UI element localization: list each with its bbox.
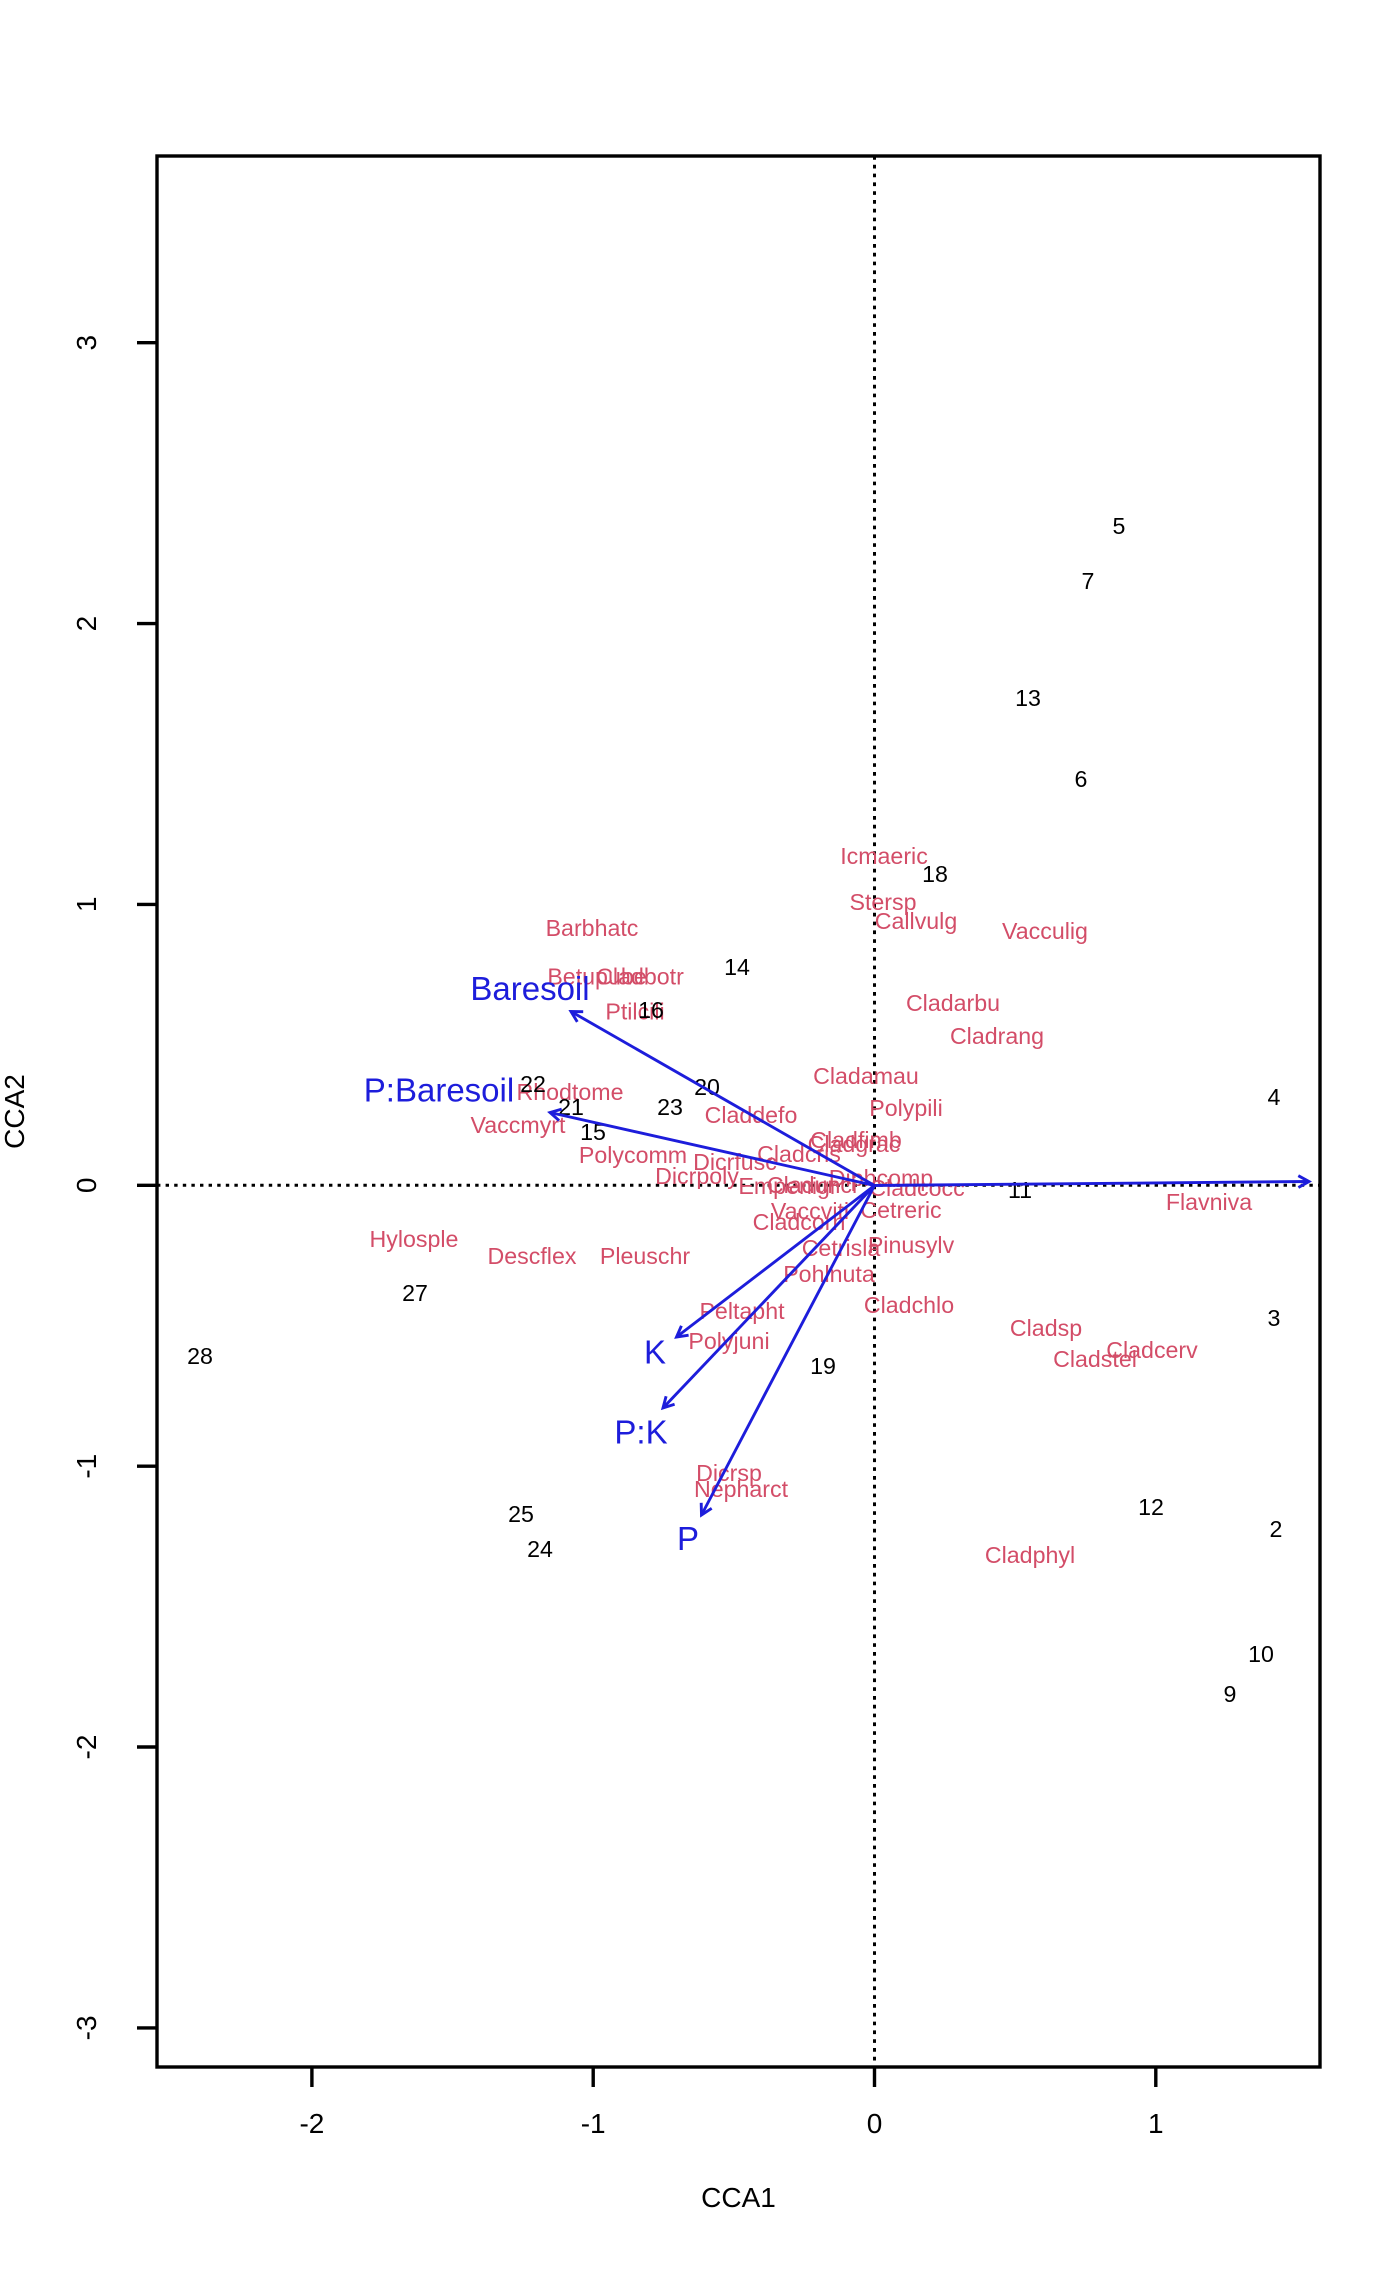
svg-text:7: 7: [1082, 568, 1095, 594]
svg-text:0: 0: [867, 2108, 883, 2139]
svg-text:Pleuschr: Pleuschr: [600, 1243, 690, 1269]
svg-text:P: P: [677, 1520, 699, 1557]
svg-text:Cladcocc: Cladcocc: [869, 1175, 964, 1201]
svg-text:5: 5: [1113, 513, 1126, 539]
svg-text:24: 24: [527, 1536, 553, 1562]
svg-text:22: 22: [520, 1071, 546, 1097]
svg-text:Polyjuni: Polyjuni: [688, 1328, 769, 1354]
svg-text:P:K: P:K: [614, 1414, 667, 1451]
svg-text:Dicrpoly: Dicrpoly: [655, 1163, 739, 1189]
svg-text:18: 18: [922, 861, 948, 887]
svg-text:Cladgrac: Cladgrac: [808, 1131, 901, 1157]
svg-text:10: 10: [1248, 1641, 1274, 1667]
svg-text:2: 2: [71, 616, 102, 632]
svg-text:Nepharct: Nepharct: [694, 1476, 789, 1502]
svg-text:1: 1: [71, 897, 102, 913]
svg-text:4: 4: [1268, 1084, 1281, 1110]
svg-text:3: 3: [1268, 1305, 1281, 1331]
svg-text:P:Baresoil: P:Baresoil: [364, 1072, 514, 1109]
svg-text:-2: -2: [299, 2108, 324, 2139]
svg-text:-1: -1: [71, 1454, 102, 1479]
svg-text:Peltapht: Peltapht: [699, 1298, 785, 1324]
svg-text:Descflex: Descflex: [488, 1243, 577, 1269]
svg-text:Vacculig: Vacculig: [1002, 918, 1088, 944]
svg-text:Rhodtome: Rhodtome: [517, 1079, 624, 1105]
svg-text:0: 0: [71, 1178, 102, 1194]
svg-text:Ptilcili: Ptilcili: [605, 999, 664, 1025]
svg-text:6: 6: [1075, 766, 1088, 792]
svg-text:Cladrang: Cladrang: [950, 1023, 1044, 1049]
svg-text:Cladbotr: Cladbotr: [596, 964, 684, 990]
svg-text:14: 14: [724, 954, 750, 980]
svg-text:-2: -2: [71, 1735, 102, 1760]
svg-text:Cetreric: Cetreric: [860, 1197, 941, 1223]
svg-text:Cladchlo: Cladchlo: [864, 1292, 954, 1318]
svg-text:Cladstel: Cladstel: [1053, 1346, 1137, 1372]
svg-text:Flavniva: Flavniva: [1166, 1189, 1252, 1215]
svg-text:Vaccmyrt: Vaccmyrt: [471, 1112, 566, 1138]
svg-text:CCA2: CCA2: [0, 1074, 30, 1149]
svg-text:Polycomm: Polycomm: [579, 1142, 687, 1168]
svg-text:19: 19: [810, 1353, 836, 1379]
svg-text:K: K: [644, 1334, 666, 1371]
svg-text:Callvulg: Callvulg: [875, 908, 957, 934]
svg-text:Vaccviti: Vaccviti: [771, 1198, 849, 1224]
svg-text:16: 16: [638, 997, 664, 1023]
svg-text:-1: -1: [581, 2108, 606, 2139]
svg-text:25: 25: [508, 1501, 534, 1527]
svg-text:-3: -3: [71, 2015, 102, 2040]
svg-text:1: 1: [1148, 2108, 1164, 2139]
svg-text:Betupube: Betupube: [547, 964, 646, 990]
svg-text:2: 2: [1270, 1516, 1283, 1542]
svg-text:Cladunci: Cladunci: [767, 1172, 857, 1198]
svg-text:Cladphyl: Cladphyl: [985, 1542, 1075, 1568]
svg-text:CCA1: CCA1: [701, 2182, 776, 2213]
svg-text:27: 27: [402, 1280, 428, 1306]
svg-text:Pinusylv: Pinusylv: [868, 1232, 955, 1258]
svg-text:Barbhatc: Barbhatc: [546, 915, 639, 941]
svg-text:Cladarbu: Cladarbu: [906, 990, 1000, 1016]
svg-text:11: 11: [1008, 1177, 1032, 1203]
svg-text:Cladfimb: Cladfimb: [810, 1127, 902, 1153]
svg-text:Icmaeric: Icmaeric: [840, 843, 928, 869]
svg-text:Cladcerv: Cladcerv: [1106, 1337, 1198, 1363]
svg-text:3: 3: [71, 335, 102, 351]
svg-text:Cladsp: Cladsp: [1010, 1315, 1082, 1341]
svg-text:9: 9: [1224, 1681, 1237, 1707]
svg-text:Baresoil: Baresoil: [470, 970, 589, 1007]
svg-text:23: 23: [657, 1094, 683, 1120]
svg-text:28: 28: [187, 1343, 213, 1369]
svg-text:12: 12: [1138, 1494, 1164, 1520]
svg-text:Hylosple: Hylosple: [370, 1226, 459, 1252]
svg-text:Empenigr: Empenigr: [738, 1173, 838, 1199]
svg-text:Cladamau: Cladamau: [813, 1063, 919, 1089]
svg-text:13: 13: [1015, 685, 1041, 711]
svg-text:Polypili: Polypili: [869, 1095, 942, 1121]
svg-text:Stersp: Stersp: [849, 889, 916, 915]
